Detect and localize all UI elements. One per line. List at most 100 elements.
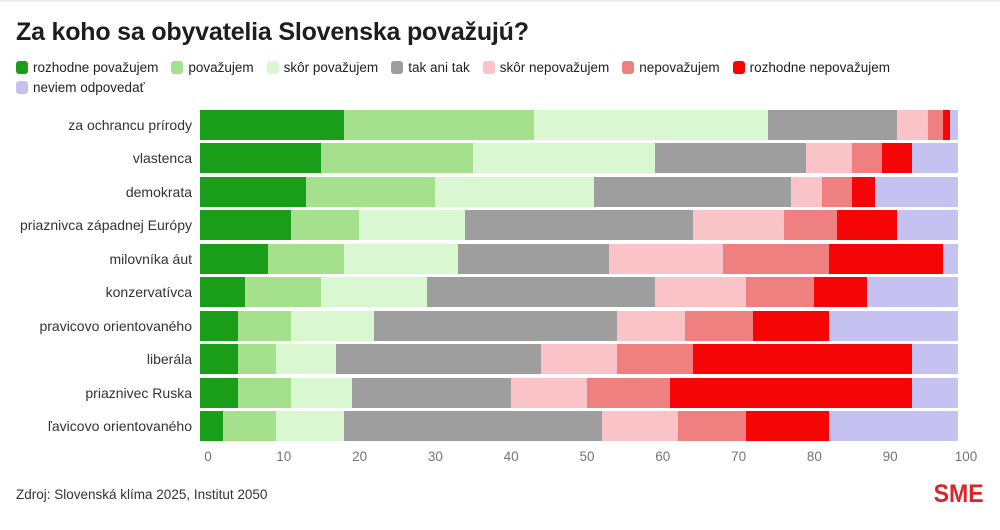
bar-track [200, 411, 958, 442]
bar-row: pravicovo orientovaného [0, 309, 1000, 343]
x-axis-tick-label: 70 [731, 449, 747, 464]
bar-segment [344, 243, 458, 274]
legend-swatch [622, 61, 635, 74]
bar-segment [306, 176, 435, 207]
bar-row: liberála [0, 343, 1000, 377]
bar-segment [290, 310, 375, 341]
bar-segment [897, 210, 958, 241]
bar-segment [942, 243, 958, 274]
bar-segment [351, 377, 511, 408]
bar-segment [851, 143, 883, 174]
bar-segment [586, 377, 670, 408]
bar-segment [821, 176, 852, 207]
bar-segment [882, 143, 913, 174]
bar-segment [200, 243, 269, 274]
bar-segment [912, 344, 958, 375]
source-text: Zdroj: Slovenská klíma 2025, Institut 20… [16, 486, 268, 502]
bar-segment [434, 176, 595, 207]
bar-track [200, 210, 958, 241]
bar-segment [866, 277, 958, 308]
legend-label: rozhodne považujem [33, 60, 159, 75]
bar-segment [616, 310, 686, 341]
x-axis-tick-label: 100 [954, 449, 978, 464]
chart-card: Za koho sa obyvatelia Slovenska považujú… [0, 18, 1000, 508]
bar-segment [829, 310, 958, 341]
category-label: konzervatívca [105, 284, 192, 301]
bar-segment [874, 176, 958, 207]
bar-segment [200, 377, 238, 408]
legend-item: rozhodne považujem [16, 60, 158, 75]
sme-logo: SME [933, 479, 984, 508]
bar-segment [465, 210, 693, 241]
legend-swatch [732, 61, 745, 74]
bar-segment [344, 411, 602, 442]
legend-item: skôr považujem [266, 60, 379, 75]
bar-row: priaznivec Ruska [0, 376, 1000, 410]
bar-segment [912, 143, 958, 174]
chart-title: Za koho sa obyvatelia Slovenska považujú… [16, 18, 529, 46]
bar-row: demokrata [0, 175, 1000, 209]
bar-segment [601, 411, 678, 442]
bar-segment [541, 344, 617, 375]
bar-segment [268, 243, 345, 274]
bar-segment [753, 310, 830, 341]
legend-label: považujem [188, 60, 254, 75]
bar-row: za ochrancu prírody [0, 108, 1000, 142]
bar-track [200, 176, 958, 207]
bar-segment [654, 277, 746, 308]
category-label: priaznivec Ruska [85, 384, 192, 401]
x-axis-tick-label: 60 [655, 449, 671, 464]
bar-segment [745, 277, 814, 308]
bar-track [200, 377, 958, 408]
legend-label: skôr považujem [283, 60, 379, 75]
legend-swatch [266, 61, 279, 74]
bar-segment [685, 310, 754, 341]
x-axis-tick-label: 50 [579, 449, 595, 464]
legend-swatch [171, 61, 184, 74]
bar-segment [806, 143, 852, 174]
category-label: za ochrancu prírody [68, 116, 192, 133]
bar-segment [427, 277, 655, 308]
category-label: demokrata [125, 183, 192, 200]
bar-segment [237, 310, 291, 341]
legend-label: tak ani tak [408, 60, 470, 75]
bar-track [200, 277, 958, 308]
category-label: milovníka áut [109, 250, 192, 267]
bar-segment [692, 210, 784, 241]
x-axis-tick-label: 80 [806, 449, 822, 464]
legend-item: rozhodne nepovažujem [732, 60, 890, 75]
x-axis-tick-label: 90 [882, 449, 898, 464]
bar-segment [344, 109, 534, 140]
category-label: ľavicovo orientovaného [47, 418, 192, 435]
bar-track [200, 310, 958, 341]
bar-segment [897, 109, 928, 140]
bar-segment [222, 411, 276, 442]
bar-segment [374, 310, 617, 341]
bar-segment [813, 277, 867, 308]
bar-segment [237, 377, 291, 408]
bar-segment [912, 377, 958, 408]
bar-track [200, 143, 958, 174]
bar-segment [237, 344, 276, 375]
category-label: vlastenca [132, 150, 192, 167]
category-label: priaznivca západnej Európy [20, 217, 192, 234]
bar-segment [321, 277, 428, 308]
x-axis-tick-label: 30 [427, 449, 443, 464]
bar-segment [200, 143, 322, 174]
bar-segment [654, 143, 807, 174]
bar-segment [275, 411, 344, 442]
legend-item: považujem [171, 60, 254, 75]
chart-legend: rozhodne považujem považujem skôr považuje… [16, 60, 936, 95]
bar-segment [200, 411, 223, 442]
bar-segment [829, 411, 958, 442]
legend-item: tak ani tak [391, 60, 470, 75]
bar-row: vlastenca [0, 142, 1000, 176]
bar-segment [472, 143, 655, 174]
x-axis: 0 10 20 30 40 50 60 70 80 90 100 [204, 447, 977, 469]
bar-track [200, 243, 958, 274]
bar-segment [768, 109, 898, 140]
bar-segment [616, 344, 693, 375]
stacked-bar-chart: za ochrancu prírody vlastenca demokrata pri… [0, 108, 1000, 443]
bar-segment [722, 243, 830, 274]
bar-segment [533, 109, 769, 140]
